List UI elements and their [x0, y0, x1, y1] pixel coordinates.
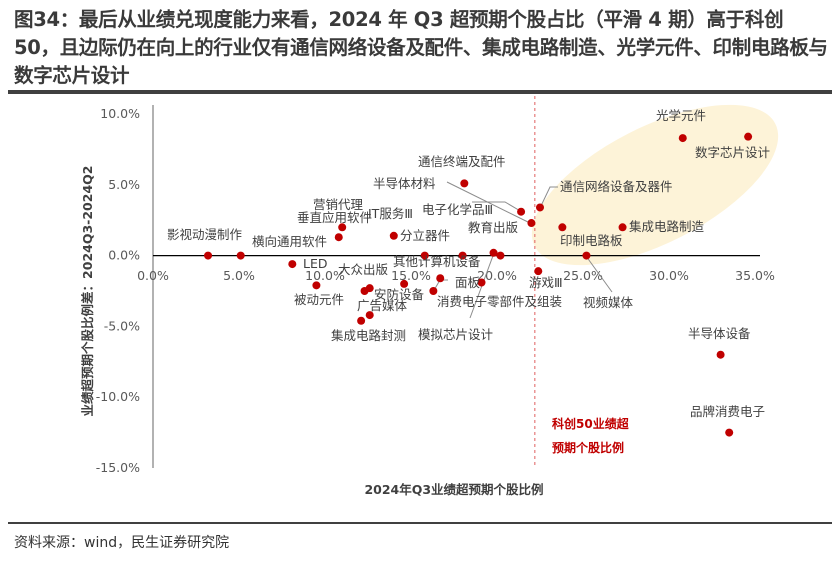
point-label: 教育出版: [468, 220, 519, 235]
point-label: 游戏Ⅲ: [529, 275, 563, 290]
point-label: 模拟芯片设计: [418, 327, 493, 342]
point-label: 数字芯片设计: [695, 145, 770, 160]
data-point: [489, 248, 498, 257]
point-label: 品牌消费电子: [690, 404, 765, 419]
data-point: [334, 233, 343, 242]
point-label: 影视动漫制作: [167, 227, 243, 242]
y-tick-label: 10.0%: [100, 106, 140, 121]
data-point: [312, 281, 321, 290]
data-point: [365, 284, 374, 293]
point-label: 分立器件: [400, 228, 450, 243]
data-point: [517, 207, 526, 216]
point-label: 其他计算机设备: [393, 254, 481, 269]
point-label: 垂直应用软件: [297, 210, 372, 225]
data-point: [582, 251, 591, 260]
x-tick-label: 30.0%: [649, 268, 689, 283]
data-point: [420, 251, 429, 260]
x-tick-label: 0.0%: [137, 268, 169, 283]
point-label: 营销代理: [313, 197, 364, 212]
figure-title: 图34：最后从业绩兑现度能力来看，2024 年 Q3 超预期个股占比（平滑 4 …: [14, 8, 828, 87]
data-point: [236, 251, 245, 260]
data-point: [389, 231, 398, 240]
data-point: [558, 223, 567, 232]
reference-line-label: 科创50业绩超: [552, 416, 630, 431]
data-point: [436, 274, 445, 283]
data-point: [725, 428, 734, 437]
data-point: [744, 132, 753, 141]
highlight-ellipse: [531, 104, 779, 266]
y-tick-label: 0.0%: [108, 248, 140, 263]
y-tick-label: -15.0%: [96, 460, 140, 475]
footer-divider: [8, 522, 832, 524]
point-label: 面板: [455, 275, 481, 290]
point-label: 集成电路封测: [331, 328, 406, 343]
point-label: 大众出版: [338, 262, 389, 277]
point-label: 通信终端及配件: [418, 154, 506, 169]
data-point: [458, 251, 467, 260]
data-point: [536, 203, 544, 212]
data-point: [678, 134, 687, 143]
data-point: [357, 316, 366, 325]
point-label: IT服务Ⅲ: [368, 206, 413, 221]
x-tick-label: 10.0%: [305, 268, 345, 283]
point-label: 视频媒体: [583, 295, 634, 310]
leader-line: [472, 201, 523, 213]
x-tick-label: 25.0%: [563, 268, 603, 283]
data-point: [618, 223, 627, 232]
data-point: [534, 267, 543, 276]
data-point: [338, 223, 347, 232]
data-point: [204, 251, 213, 260]
data-point: [400, 279, 409, 288]
point-label: 广告媒体: [357, 298, 408, 313]
data-point: [365, 311, 374, 320]
leader-line: [585, 255, 613, 293]
leader-line: [539, 186, 558, 209]
y-tick-label: -10.0%: [96, 389, 140, 404]
reference-line-label: 预期个股比例: [552, 440, 624, 455]
title-divider: [8, 90, 832, 94]
point-label: 被动元件: [294, 292, 344, 307]
x-tick-label: 35.0%: [735, 268, 775, 283]
point-label: 通信网络设备及器件: [560, 179, 673, 194]
point-label: 安防设备: [374, 287, 425, 302]
source-note: 资料来源：wind，民生证券研究院: [14, 535, 230, 551]
point-label: 横向通用软件: [252, 234, 327, 249]
point-label: 消费电子零部件及组装: [437, 294, 562, 309]
data-point: [716, 350, 725, 359]
point-label: 光学元件: [656, 108, 706, 123]
x-tick-label: 5.0%: [223, 268, 255, 283]
point-label: 电子化学品Ⅲ: [422, 202, 493, 217]
y-tick-label: -5.0%: [104, 318, 140, 333]
point-label: LED: [303, 256, 328, 271]
x-tick-label: 15.0%: [391, 268, 431, 283]
y-axis-title: 业绩超预期个股比例差：2024Q3-2024Q2: [80, 166, 95, 417]
y-tick-label: 5.0%: [108, 177, 140, 192]
point-label: 印制电路板: [560, 233, 623, 248]
data-point: [496, 251, 505, 260]
data-point: [429, 287, 438, 295]
point-label: 半导体材料: [373, 176, 436, 191]
point-label: 半导体设备: [688, 326, 751, 341]
data-point: [527, 219, 536, 228]
x-axis-title: 2024年Q3业绩超预期个股比例: [364, 482, 543, 497]
leader-line: [446, 181, 533, 225]
data-point: [477, 278, 486, 287]
point-label: 集成电路制造: [629, 219, 705, 234]
data-point: [288, 260, 297, 269]
data-point: [460, 179, 469, 188]
